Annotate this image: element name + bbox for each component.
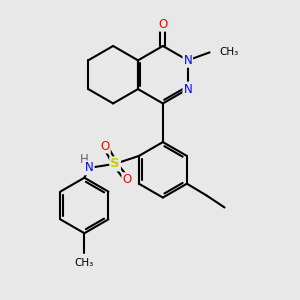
- Text: O: O: [158, 18, 167, 31]
- Text: N: N: [183, 82, 192, 96]
- Text: CH₃: CH₃: [75, 258, 94, 268]
- Text: O: O: [122, 173, 132, 186]
- Text: H: H: [80, 153, 89, 167]
- Text: N: N: [85, 161, 94, 174]
- Text: N: N: [183, 54, 192, 67]
- Text: S: S: [110, 158, 120, 170]
- Text: CH₃: CH₃: [220, 47, 239, 57]
- Text: O: O: [100, 140, 110, 152]
